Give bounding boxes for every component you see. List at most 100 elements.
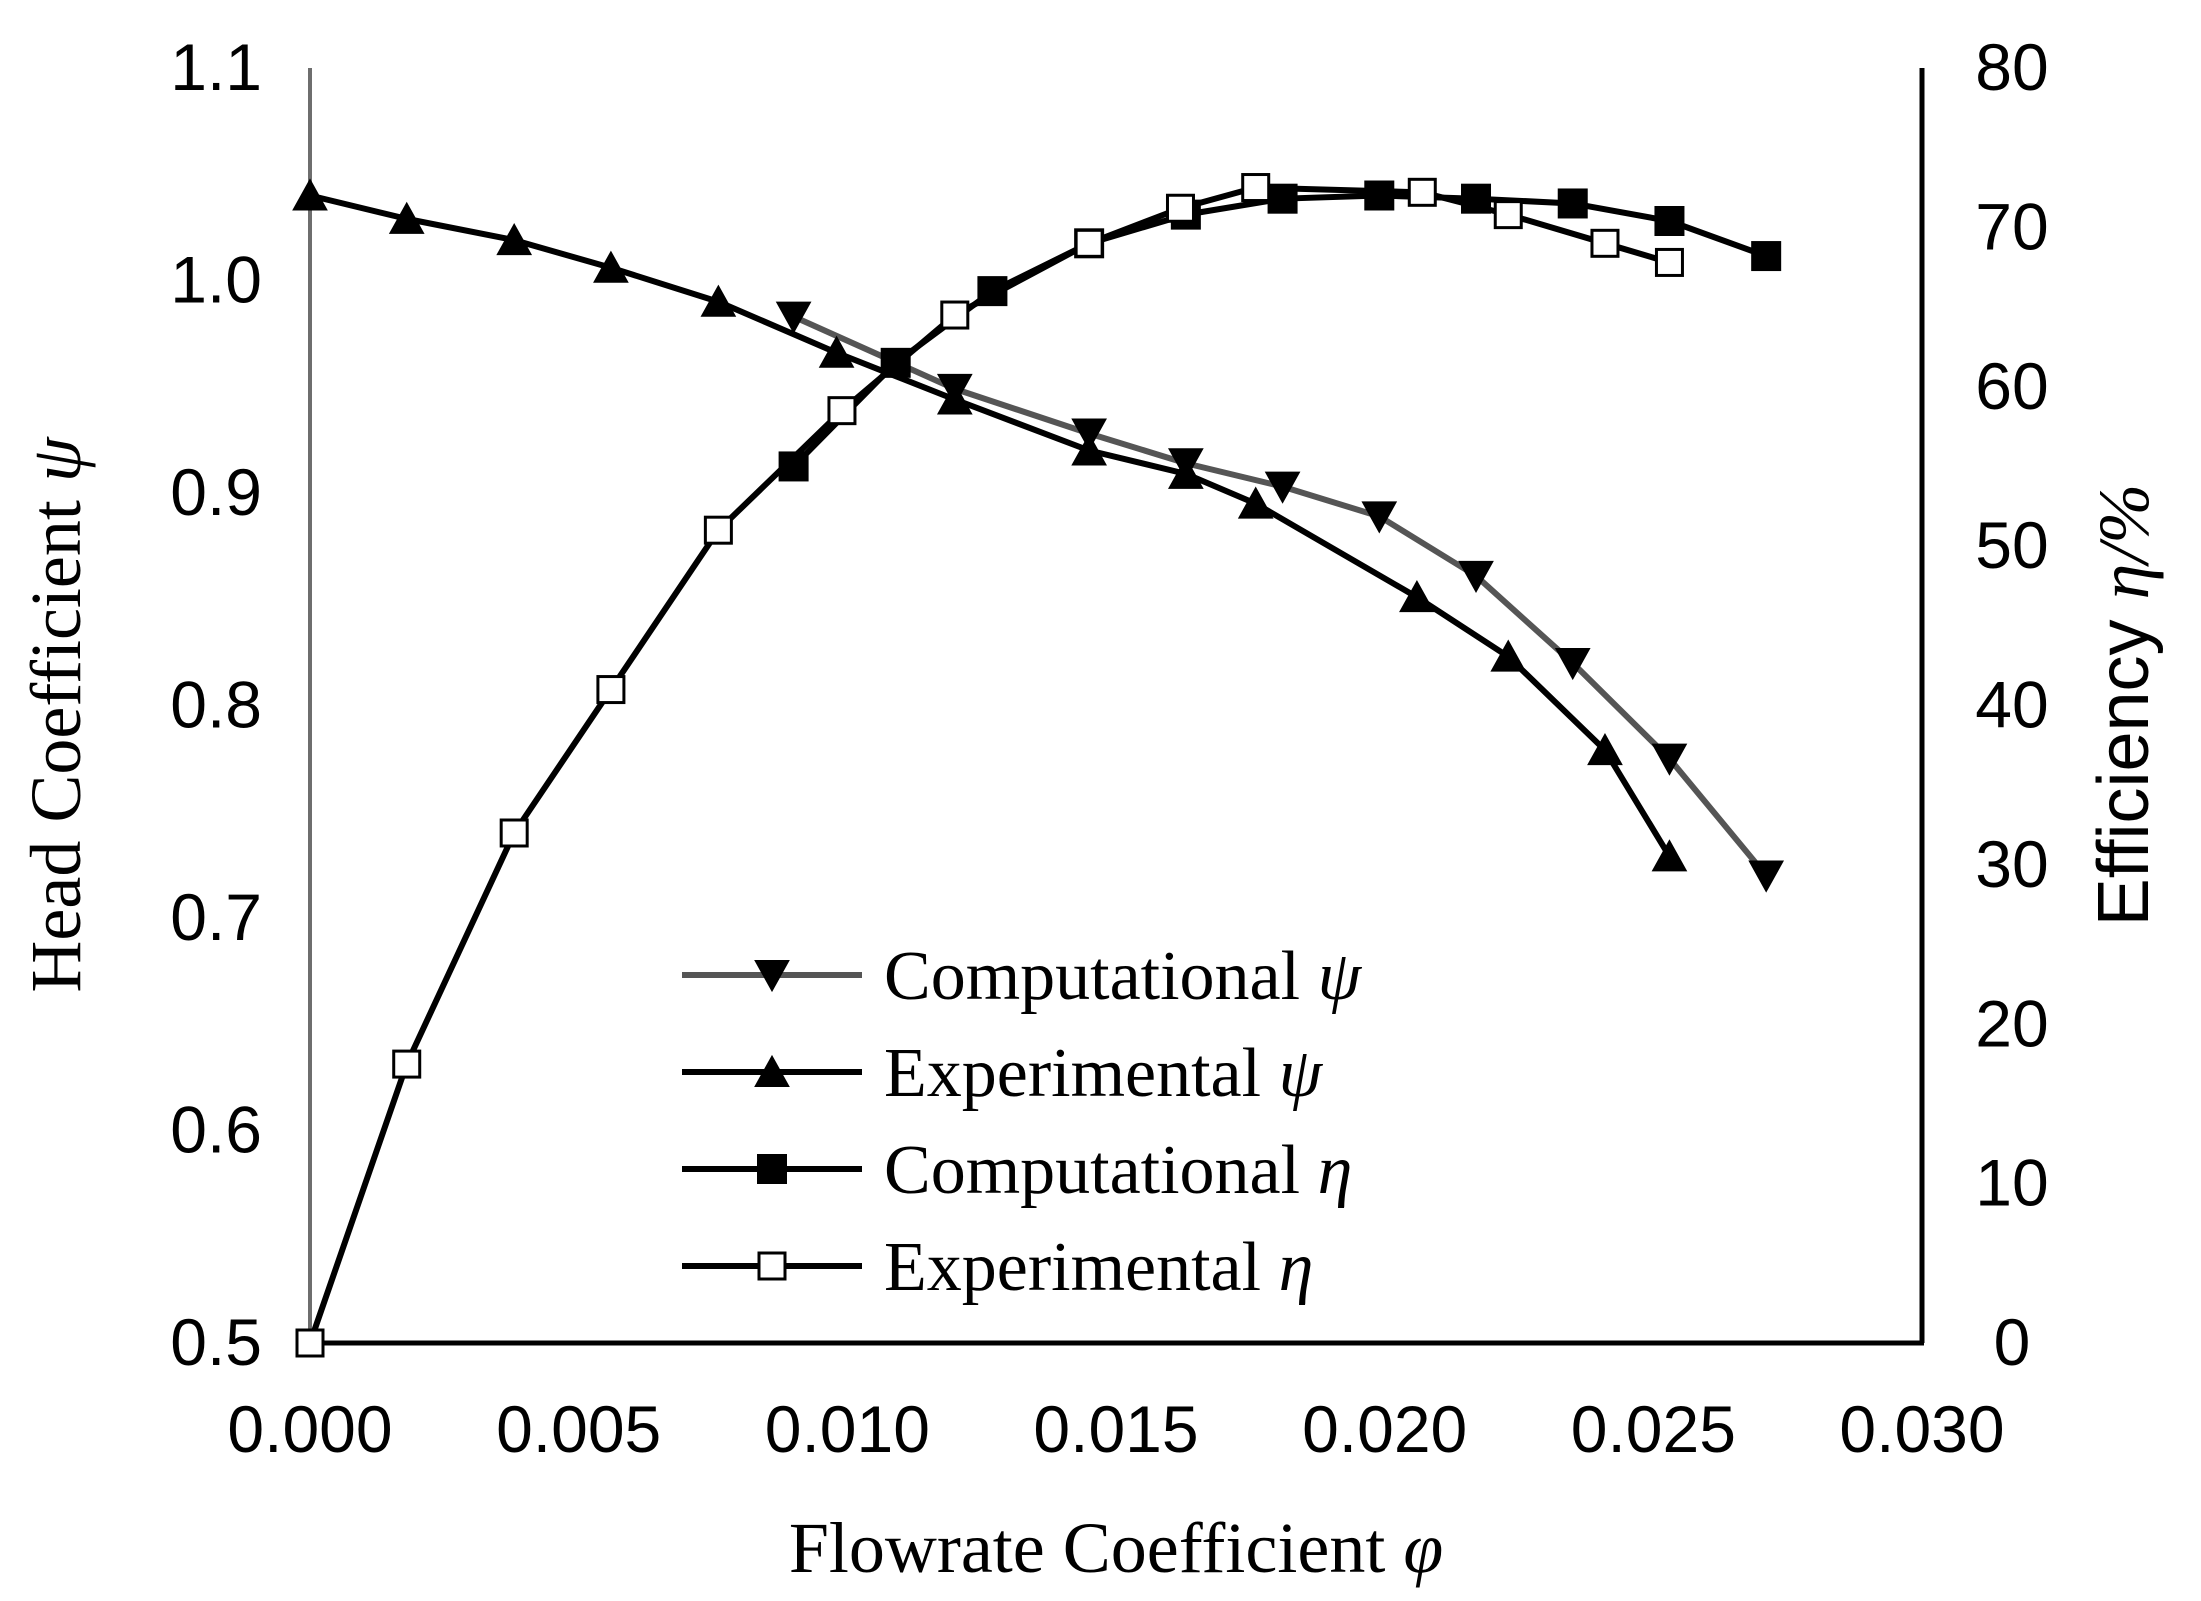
y-tick-label: 0.9 [170,455,262,529]
series-3-point [1074,228,1104,258]
x-tick-label: 0.025 [1571,1392,1736,1466]
series-1-point [1587,732,1623,766]
legend-entry-2: Computational η [682,1132,1352,1209]
series-1-point [1071,433,1107,466]
y-tick-label: 0.6 [170,1093,262,1167]
x-axis-title-symbol: φ [1403,1508,1443,1588]
series-3-point [1590,228,1620,258]
series-1-point [936,382,973,415]
y-axis-title-symbol: ψ [16,436,96,482]
series-3-point [1407,177,1437,207]
legend-swatch-marker-3 [757,1251,787,1281]
series-1-point [292,178,328,211]
y2-tick-label: 0 [1994,1305,2031,1379]
x-tick-label: 0.010 [765,1392,930,1466]
legend-label-1: Experimental ψ [884,1035,1324,1112]
y-tick-label: 1.0 [170,243,262,317]
legend-label-name-1: Experimental [884,1035,1279,1112]
series-1-point [1490,639,1527,672]
series-2-point [1654,206,1685,236]
y-axis-title-text: Head Coefficient [16,482,96,992]
series-0-point [1554,648,1591,681]
series-3-point [295,1328,325,1358]
series-1-point [1399,579,1435,613]
series-0-point [1361,501,1398,534]
legend-swatch-marker-0 [754,960,790,993]
x-tick-label: 0.015 [1033,1392,1198,1466]
series-1-point [388,201,425,234]
series-0-point [1748,860,1785,893]
x-axis-title-text: Flowrate Coefficient [789,1508,1404,1588]
y-tick-label: 1.1 [170,30,262,104]
legend-label-name-0: Computational [884,938,1318,1015]
y-tick-label: 0.5 [170,1305,262,1379]
series-3-point [499,818,529,848]
legend-label-0: Computational ψ [884,938,1363,1015]
legend-label-name-2: Computational [884,1132,1318,1209]
y-tick-label: 0.8 [170,668,262,742]
series-1-point [1237,486,1274,519]
y-tick-label: 0.7 [170,880,262,954]
series-0-point [1264,471,1301,504]
series-1-point [1168,456,1204,489]
legend-entry-0: Computational ψ [682,938,1363,1015]
x-tick-label: 0.000 [227,1392,392,1466]
legend-label-symbol-2: η [1318,1132,1353,1209]
series-3-point [1165,193,1195,223]
series-0-line [790,313,1770,879]
legend-label-symbol-0: ψ [1318,938,1363,1015]
series-3-group [295,173,1684,1358]
series-layer [292,173,1785,1358]
legend-label-2: Computational η [884,1132,1352,1209]
y2-tick-label: 50 [1975,508,2048,582]
series-3-point [392,1049,422,1079]
series-0-point [775,301,812,334]
y2-tick-label: 30 [1975,827,2048,901]
y2-tick-label: 70 [1975,189,2048,263]
y2-tick-label: 40 [1975,668,2048,742]
x-tick-label: 0.030 [1839,1392,2004,1466]
x-tick-label: 0.020 [1302,1392,1467,1466]
y2-tick-label: 20 [1975,986,2048,1060]
series-3-point [940,300,970,330]
y2-axis-title-text: Efficiency [2084,599,2164,926]
series-2-point [1364,180,1395,211]
x-tick-label: 0.005 [496,1392,661,1466]
legend-label-symbol-3: η [1279,1229,1314,1306]
series-3-point [703,515,733,545]
series-1-point [593,250,629,283]
y2-tick-label: 80 [1975,30,2048,104]
series-2-point [1557,188,1588,219]
y2-axis-title: Efficiency η/% [2084,484,2164,927]
series-3-point [596,675,626,705]
y2-tick-label: 60 [1975,349,2048,423]
axes: 0.5 0.6 0.7 0.8 0.9 1.0 1.1 0 10 20 30 40 50 60 70 80 0.… [16,30,2164,1588]
series-2-point [1751,241,1782,272]
series-0-point [1651,743,1688,776]
series-3-point [1493,200,1523,230]
series-1-point [700,284,737,317]
series-1-point [496,222,533,256]
series-3-point [827,396,857,426]
series-1-line [307,192,1673,860]
y2-axis-title-symbol: η/% [2084,484,2164,600]
legend-entry-3: Experimental η [682,1229,1313,1306]
legend-label-name-3: Experimental [884,1229,1279,1306]
legend-entry-1: Experimental ψ [682,1035,1324,1112]
series-1-group [292,178,1688,872]
y-axis-title: Head Coefficient ψ [16,436,96,992]
series-0-point [1458,560,1494,594]
y2-tick-label: 10 [1975,1146,2048,1220]
x-axis-title: Flowrate Coefficient φ [789,1508,1443,1588]
series-3-point [1241,173,1271,203]
legend-swatch-marker-2 [757,1154,787,1184]
legend-label-3: Experimental η [884,1229,1313,1306]
series-2-group [778,180,1782,482]
series-3-point [1654,247,1684,277]
series-1-point [818,335,855,368]
legend-label-symbol-1: ψ [1279,1035,1324,1112]
series-1-point [1651,839,1688,872]
legend-swatch-marker-1 [754,1054,790,1087]
